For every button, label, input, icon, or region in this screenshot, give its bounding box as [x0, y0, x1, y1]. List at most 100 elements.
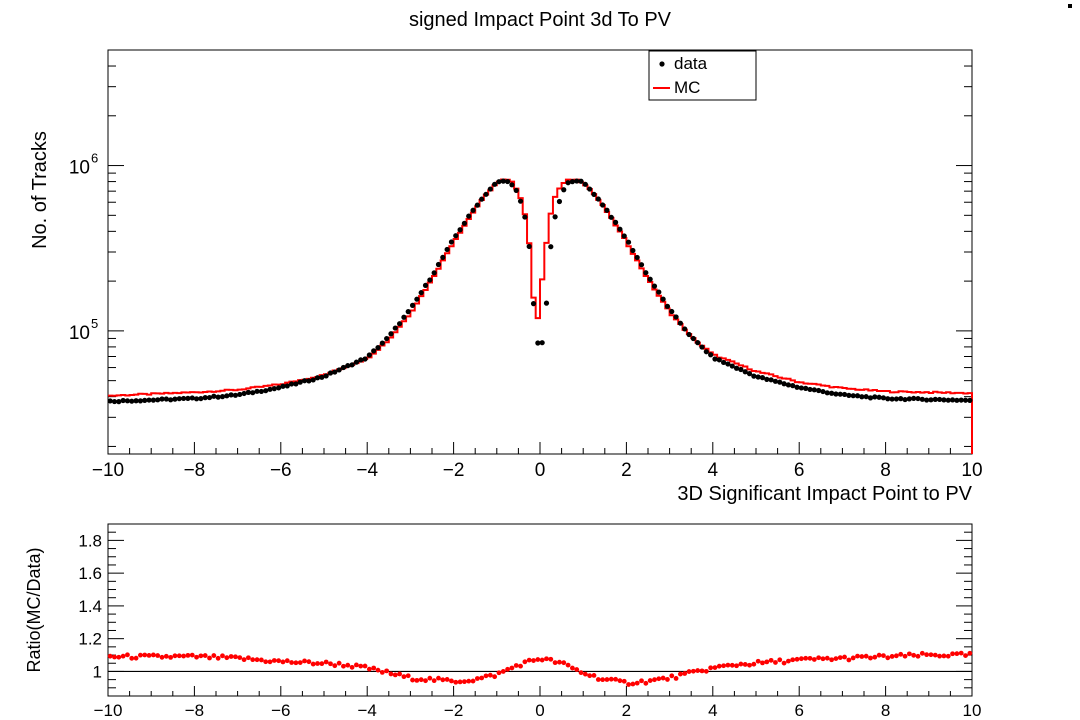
y-tick-label-exponent: 5 — [91, 316, 98, 331]
ratio-point — [928, 652, 934, 658]
data-point — [401, 314, 407, 320]
ratio-point — [250, 657, 256, 663]
legend-data-label: data — [674, 54, 708, 73]
ratio-point — [561, 660, 567, 666]
data-point — [712, 356, 718, 362]
data-point — [764, 376, 770, 382]
ratio-point — [829, 657, 834, 663]
ratio-point — [531, 658, 536, 663]
main-x-axis-title: 3D Significant Impact Point to PV — [677, 483, 972, 505]
ratio-plot-frame — [107, 523, 973, 697]
data-point — [924, 397, 930, 403]
ratio-point — [423, 678, 428, 684]
data-point — [353, 359, 359, 365]
data-point — [785, 382, 792, 388]
data-point — [759, 375, 766, 381]
ratio-point — [686, 669, 692, 674]
data-point — [859, 394, 865, 400]
data-point — [846, 392, 852, 398]
ratio-point — [773, 660, 778, 665]
ratio-point — [211, 653, 217, 658]
ratio-point — [574, 667, 580, 672]
data-point — [250, 390, 256, 396]
ratio-point — [777, 657, 783, 663]
data-point — [336, 367, 342, 373]
ratio-point — [202, 653, 208, 658]
ratio-point — [246, 655, 251, 661]
x-tick-label: −2 — [443, 460, 465, 481]
data-point — [189, 395, 195, 401]
ratio-point — [911, 652, 917, 658]
data-point — [427, 277, 433, 283]
ratio-point — [163, 653, 169, 659]
data-point — [513, 187, 519, 194]
ratio-point — [850, 655, 856, 661]
legend-mc-label: MC — [674, 78, 700, 97]
data-point — [755, 374, 761, 380]
data-point — [746, 371, 753, 377]
ratio-point — [371, 665, 377, 671]
data-point — [565, 180, 571, 186]
data-point — [280, 383, 286, 389]
x-tick-label: 6 — [794, 460, 805, 481]
ratio-point — [522, 659, 528, 665]
data-point — [496, 179, 502, 185]
ratio-point — [116, 654, 122, 660]
ratio-point — [220, 653, 225, 659]
ratio-x-tick-label: 8 — [881, 701, 890, 720]
data-point — [634, 254, 640, 261]
data-point — [435, 261, 442, 268]
ratio-x-tick-label: 0 — [535, 701, 544, 720]
data-point — [919, 396, 925, 402]
ratio-point — [587, 673, 593, 679]
ratio-point — [557, 659, 562, 665]
ratio-point — [678, 671, 683, 677]
ratio-point — [639, 678, 644, 684]
ratio-point — [172, 653, 178, 659]
ratio-point — [937, 653, 942, 659]
data-point — [591, 191, 597, 197]
ratio-point — [168, 655, 174, 660]
data-point — [807, 386, 813, 393]
data-point — [669, 308, 675, 315]
data-point — [137, 398, 143, 404]
ratio-point — [781, 660, 787, 666]
data-point — [409, 302, 416, 308]
ratio-point — [306, 659, 312, 665]
ratio-x-tick-label: 4 — [708, 701, 717, 720]
data-point — [690, 335, 696, 342]
ratio-point — [872, 654, 878, 660]
data-point — [392, 325, 398, 331]
data-point — [552, 214, 558, 220]
ratio-point — [919, 650, 925, 656]
ratio-point — [125, 652, 130, 658]
ratio-point — [945, 653, 951, 659]
ratio-point — [811, 657, 817, 662]
data-point — [479, 196, 485, 202]
ratio-point — [241, 657, 247, 663]
ratio-point — [189, 652, 195, 658]
data-point — [224, 393, 230, 399]
data-point — [345, 363, 351, 369]
data-point — [470, 207, 476, 213]
ratio-point — [483, 673, 489, 679]
ratio-point — [107, 653, 113, 659]
ratio-point — [129, 655, 135, 661]
data-point — [146, 397, 152, 403]
ratio-point — [544, 656, 549, 662]
data-point — [181, 395, 187, 402]
ratio-point — [786, 658, 791, 664]
data-point — [880, 395, 887, 401]
ratio-point — [237, 655, 243, 661]
ratio-x-tick-label: 10 — [963, 701, 982, 720]
data-point — [794, 384, 800, 390]
ratio-point — [518, 663, 523, 669]
ratio-point — [747, 662, 752, 668]
ratio-point — [881, 653, 886, 659]
ratio-point — [112, 654, 117, 660]
data-point — [733, 365, 740, 371]
data-point — [202, 395, 208, 401]
data-point — [621, 233, 627, 239]
data-point — [379, 340, 385, 346]
